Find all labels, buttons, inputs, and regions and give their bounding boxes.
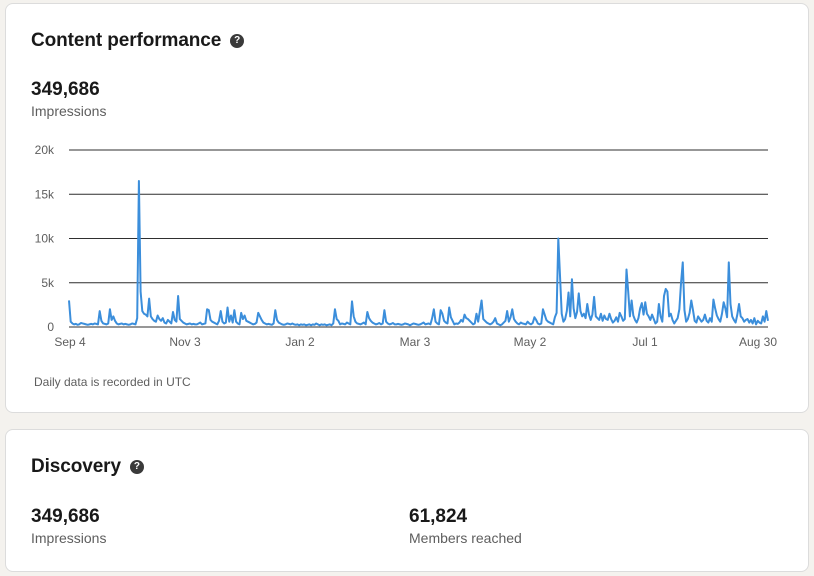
y-tick-label: 10k (35, 232, 55, 246)
content-performance-title: Content performance (31, 30, 222, 51)
x-tick-label: Mar 3 (400, 335, 431, 349)
discovery-impressions-metric: 349,686 Impressions (31, 506, 106, 546)
chart-gridlines (69, 149, 768, 328)
impressions-label: Impressions (31, 103, 107, 119)
impressions-metric: 349,686 Impressions (31, 79, 106, 119)
impressions-value: 349,686 (31, 79, 100, 100)
x-tick-label: Nov 3 (169, 335, 201, 349)
members-reached-label: Members reached (409, 530, 522, 546)
chart-y-ticks: 0 5k 10k 15k 20k (35, 143, 55, 334)
impressions-line-chart[interactable]: 0 5k 10k 15k 20k Sep 4 Nov 3 Jan 2 Mar 3 May 2 Ju… (6, 4, 808, 364)
content-performance-card: Content performance ? 349,686 Impression… (5, 3, 809, 413)
discovery-impressions-label: Impressions (31, 530, 107, 546)
question-circle-icon[interactable]: ? (230, 34, 245, 48)
members-reached-value: 61,824 (409, 506, 468, 527)
discovery-header: Discovery ? (31, 456, 144, 478)
y-tick-label: 0 (47, 320, 54, 334)
members-reached-metric: 61,824 Members reached (409, 506, 522, 546)
x-tick-label: Aug 30 (739, 335, 777, 349)
discovery-title: Discovery (31, 456, 121, 477)
y-tick-label: 5k (41, 276, 55, 290)
discovery-impressions-value: 349,686 (31, 506, 100, 527)
x-tick-label: Jan 2 (285, 335, 315, 349)
question-circle-icon[interactable]: ? (129, 460, 144, 474)
x-tick-label: Sep 4 (54, 335, 86, 349)
y-tick-label: 20k (35, 143, 55, 157)
x-tick-label: May 2 (514, 335, 547, 349)
x-tick-label: Jul 1 (632, 335, 658, 349)
utc-footnote: Daily data is recorded in UTC (34, 375, 191, 389)
discovery-card: Discovery ? 349,686 Impressions 61,824 M… (5, 429, 809, 572)
content-performance-header: Content performance ? (31, 30, 245, 52)
chart-x-ticks: Sep 4 Nov 3 Jan 2 Mar 3 May 2 Jul 1 Aug 30 (54, 335, 777, 349)
y-tick-label: 15k (35, 187, 55, 201)
impressions-series-line (68, 179, 769, 327)
